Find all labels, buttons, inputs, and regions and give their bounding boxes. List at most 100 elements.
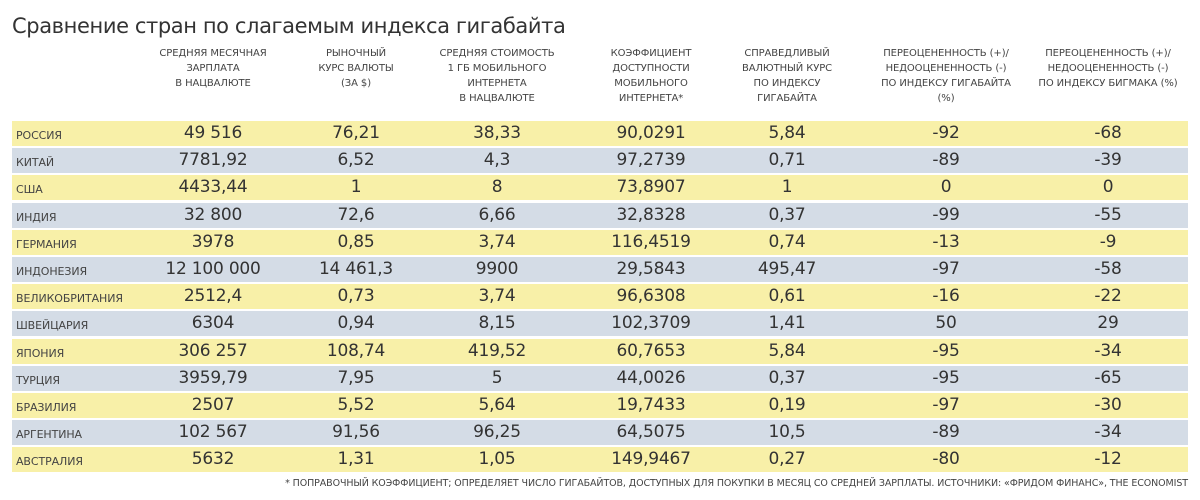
table-cell: -30 xyxy=(1094,395,1122,415)
table-cell: 5,64 xyxy=(478,395,516,415)
table-cell: 6,66 xyxy=(478,204,516,225)
table-cell: 0,27 xyxy=(768,449,806,470)
table-cell: 0,19 xyxy=(768,395,806,415)
table-cell: 8 xyxy=(491,177,503,198)
table-cell: 29 xyxy=(1097,313,1119,334)
table-cell: 14 461,3 xyxy=(318,259,394,279)
table-cell: 96,25 xyxy=(473,422,521,443)
column-header-line: СРЕДНЯЯ МЕСЯЧНАЯ xyxy=(159,48,267,59)
country-label: США xyxy=(16,183,43,197)
table-cell: 76,21 xyxy=(332,123,380,143)
column-header-line: КУРС ВАЛЮТЫ xyxy=(318,63,394,74)
table-cell: 0,37 xyxy=(768,204,806,225)
table-cell: -97 xyxy=(932,395,960,415)
column-header-line: В НАЦВАЛЮТЕ xyxy=(459,93,535,104)
table-cell: 60,7653 xyxy=(616,340,686,361)
table-cell: -99 xyxy=(932,204,960,225)
table-cell: 44,0026 xyxy=(616,367,686,388)
table-cell: 0,71 xyxy=(768,150,806,171)
table-row: ГЕРМАНИЯ 3978 0,85 3,74 116,4519 0,74 -13 -9 xyxy=(12,229,1188,255)
table-cell: 419,52 xyxy=(467,340,527,361)
table-cell: 102 567 xyxy=(178,422,248,443)
country-label: АВСТРАЛИЯ xyxy=(16,455,83,469)
country-label: ГЕРМАНИЯ xyxy=(16,237,77,251)
table-cell: 1 xyxy=(350,177,362,198)
column-header-line: ИНТЕРНЕТА xyxy=(467,78,527,89)
table-cell: -34 xyxy=(1094,340,1122,361)
column-header-line: ПЕРЕОЦЕНЕННОСТЬ (+)/ xyxy=(883,48,1009,59)
table-cell: 2512,4 xyxy=(183,286,243,307)
table-cell: -9 xyxy=(1099,231,1117,252)
table-cell: -92 xyxy=(932,123,960,143)
table-row: ИНДОНЕЗИЯ 12 100 000 14 461,3 9900 29,5843 49… xyxy=(12,257,1188,282)
table-cell: 306 257 xyxy=(178,340,248,361)
table-cell: 149,9467 xyxy=(611,449,691,470)
table-row: АВСТРАЛИЯ 5632 1,31 1,05 149,9467 0,27 -80 -12 xyxy=(12,447,1188,473)
table-cell: 0 xyxy=(1102,177,1114,198)
table-cell: -13 xyxy=(932,231,960,252)
table-cell: 1 xyxy=(781,177,793,198)
table-cell: 4433,44 xyxy=(178,177,248,198)
country-label: ИНДИЯ xyxy=(16,210,57,224)
table-cell: 29,5843 xyxy=(616,259,686,279)
table-cell: 32,8328 xyxy=(616,204,686,225)
country-label: КИТАЙ xyxy=(16,156,55,170)
column-header-line: (ЗА $) xyxy=(341,78,371,89)
column-header-line: ИНТЕРНЕТА* xyxy=(618,93,684,104)
table-cell: 97,2739 xyxy=(616,150,686,171)
table-cell: 19,7433 xyxy=(616,395,686,415)
table-row: РОССИЯ 49 516 76,21 38,33 90,0291 5,84 -92 -68 xyxy=(12,121,1188,146)
table-cell: 0,37 xyxy=(768,367,806,388)
table-cell: 4,3 xyxy=(483,150,511,171)
table-cell: 6304 xyxy=(191,313,235,334)
table-cell: 0,73 xyxy=(337,286,375,307)
table-cell: 0,74 xyxy=(768,231,806,252)
table-cell: -68 xyxy=(1094,123,1122,143)
table-cell: 5632 xyxy=(191,449,235,470)
table-cell: -22 xyxy=(1094,286,1122,307)
table-cell: 32 800 xyxy=(183,204,243,225)
table-cell: 3959,79 xyxy=(178,367,248,388)
table-cell: -34 xyxy=(1094,422,1122,443)
table-cell: -80 xyxy=(932,449,960,470)
table-cell: 108,74 xyxy=(326,340,386,361)
column-header-line: (%) xyxy=(937,93,955,104)
table-title: Сравнение стран по слагаемым индекса гиг… xyxy=(12,14,566,38)
country-label: ТУРЦИЯ xyxy=(16,373,60,387)
table-cell: -55 xyxy=(1094,204,1122,225)
table-cell: 1,41 xyxy=(768,313,806,334)
column-header-line: МОБИЛЬНОГО xyxy=(614,78,688,89)
table-cell: 7,95 xyxy=(337,367,375,388)
table-row: БРАЗИЛИЯ 2507 5,52 5,64 19,7433 0,19 -97 -30 xyxy=(12,393,1188,418)
table-cell: 2507 xyxy=(191,395,235,415)
column-header-line: НЕДООЦЕНЕННОСТЬ (-) xyxy=(1047,63,1169,74)
footnote: * ПОПРАВОЧНЫЙ КОЭФФИЦИЕНТ; ОПРЕДЕЛЯЕТ ЧИ… xyxy=(285,478,1188,489)
country-label: РОССИЯ xyxy=(16,129,62,142)
table-cell: 12 100 000 xyxy=(165,259,261,279)
column-header-line: СПРАВЕДЛИВЫЙ xyxy=(744,48,830,59)
table-cell: -89 xyxy=(932,150,960,171)
table-cell: 5,84 xyxy=(768,123,806,143)
column-header-line: РЫНОЧНЫЙ xyxy=(325,48,387,59)
table-cell: 5 xyxy=(491,367,503,388)
column-header: ПЕРЕОЦЕНЕННОСТЬ (+)/ НЕДООЦЕНЕННОСТЬ (-) П… xyxy=(1023,46,1193,112)
country-label: ЯПОНИЯ xyxy=(16,346,65,360)
column-header-line: ГИГАБАЙТА xyxy=(757,93,817,104)
table-cell: 9900 xyxy=(475,259,519,279)
table-cell: 72,6 xyxy=(337,204,375,225)
table-cell: 10,5 xyxy=(768,422,806,443)
table-cell: 90,0291 xyxy=(616,123,686,143)
table-row: ТУРЦИЯ 3959,79 7,95 5 44,0026 0,37 -95 -65 xyxy=(12,365,1188,391)
table-cell: 0,85 xyxy=(337,231,375,252)
column-header-line: ВАЛЮТНЫЙ КУРС xyxy=(741,63,833,74)
table-cell: 49 516 xyxy=(183,123,243,143)
column-header-line: В НАЦВАЛЮТЕ xyxy=(175,78,251,89)
table-cell: 3,74 xyxy=(478,286,516,307)
table-cell: 38,33 xyxy=(473,123,521,143)
table-cell: 1,31 xyxy=(337,449,375,470)
table-cell: 495,47 xyxy=(757,259,817,279)
column-header-line: КОЭФФИЦИЕНТ xyxy=(610,48,692,59)
table-row: ЯПОНИЯ 306 257 108,74 419,52 60,7653 5,84 -95 -… xyxy=(12,338,1188,364)
table-cell: -39 xyxy=(1094,150,1122,171)
table-cell: 5,84 xyxy=(768,340,806,361)
